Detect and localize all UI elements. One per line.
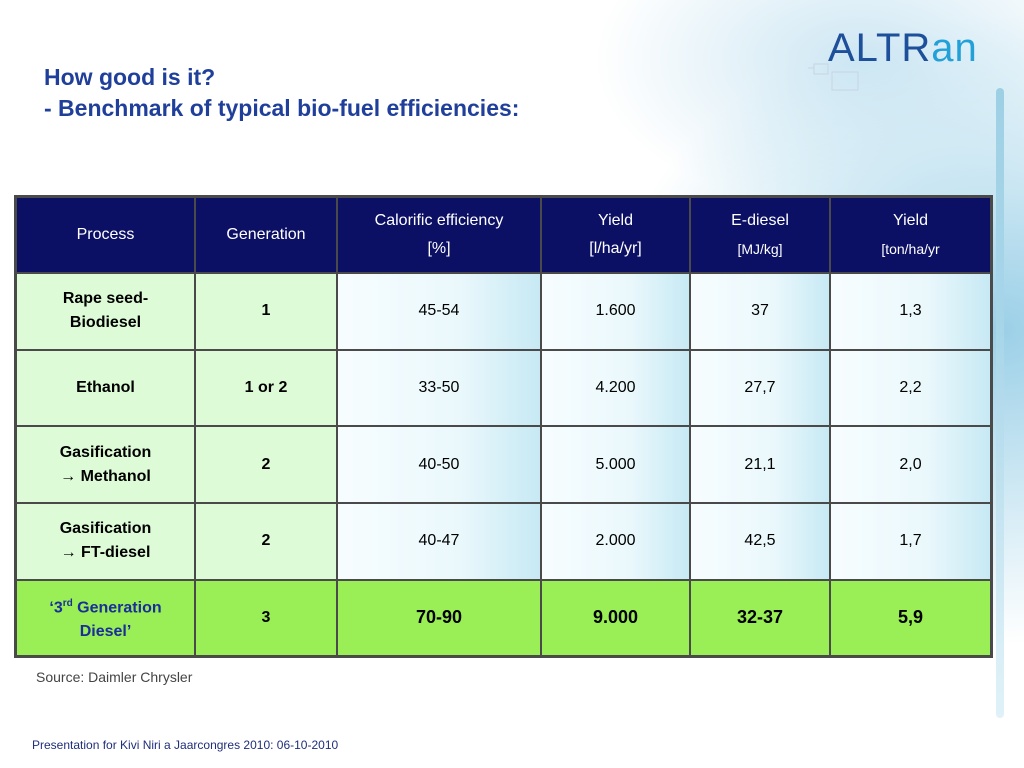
header-label: Process [76,226,135,243]
process-line-2: Diesel’ [79,623,132,641]
yield-tons-cell: 1,7 [829,502,993,581]
yield-tons-cell: 2,0 [829,425,993,505]
yield-liters-cell: 1.600 [540,272,691,351]
header-label: Yield [598,212,633,229]
table-row: Ethanol 1 or 2 33-50 4.200 27,7 2,2 [14,348,993,428]
process-line-1: Ethanol [76,379,135,397]
ediesel-cell: 42,5 [689,502,831,581]
process-line-1: ‘3rd Generation [23,592,188,620]
header-label: Yield [893,212,928,229]
header-unit: [%] [427,240,451,257]
generation-cell: 1 [194,272,338,351]
footer-text: Presentation for Kivi Niri a Jaarcongres… [32,738,339,752]
yield-liters-cell: 5.000 [540,425,691,505]
yield-tons-cell: 2,2 [829,348,993,428]
header-yield-tons: Yield [ton/ha/yr [829,195,993,274]
generation-value-a: 1 [244,379,254,397]
logo-text-part2: an [931,26,978,70]
process-cell: Rape seed- Biodiesel [14,272,196,351]
header-unit: [ton/ha/yr [881,241,940,257]
header-unit: [l/ha/yr] [589,240,642,257]
header-generation: Generation [194,195,338,274]
calorific-cell: 40-50 [336,425,542,505]
table-row: Rape seed- Biodiesel 1 45-54 1.600 37 1,… [14,272,993,351]
calorific-cell: 70-90 [336,578,542,658]
process-cell: Gasification → FT-diesel [14,502,196,581]
header-label: Calorific efficiency [374,212,504,229]
process-superscript: rd [62,597,73,609]
ediesel-cell: 32-37 [689,578,831,658]
process-prefix: ‘3 [49,599,63,617]
generation-cell: 2 [194,425,338,505]
decorative-band [996,88,1004,718]
title-line-1: How good is it? [44,64,216,90]
altran-logo: ALTRan [828,26,978,71]
header-label: Generation [226,226,306,243]
calorific-cell: 40-47 [336,502,542,581]
logo-text-part1: ALTR [828,26,932,70]
table-row: Gasification → Methanol 2 40-50 5.000 21… [14,425,993,505]
process-line-1: Gasification [59,520,152,538]
process-line-2: → Methanol [60,467,151,485]
header-yield-liters: Yield [l/ha/yr] [540,195,691,274]
process-line-2: Biodiesel [69,314,142,332]
process-line-2: → FT-diesel [60,544,151,562]
source-note: Source: Daimler Chrysler [36,669,193,685]
process-cell: Ethanol [14,348,196,428]
process-cell: Gasification → Methanol [14,425,196,505]
slide-title: How good is it? - Benchmark of typical b… [44,62,519,124]
generation-cell: 3 [194,578,338,658]
header-label: E-diesel [731,212,789,229]
yield-liters-cell: 9.000 [540,578,691,658]
table-row: Gasification → FT-diesel 2 40-47 2.000 4… [14,502,993,581]
benchmark-table: Process Generation Calorific efficiency … [14,195,993,658]
generation-cell: 2 [194,502,338,581]
yield-liters-cell: 4.200 [540,348,691,428]
header-ediesel: E-diesel [MJ/kg] [689,195,831,274]
yield-tons-cell: 1,3 [829,272,993,351]
generation-cell: 1 or 2 [194,348,338,428]
process-line-1: Gasification [59,443,152,461]
ediesel-cell: 21,1 [689,425,831,505]
ediesel-cell: 27,7 [689,348,831,428]
yield-tons-cell: 5,9 [829,578,993,658]
yield-liters-cell: 2.000 [540,502,691,581]
ediesel-cell: 37 [689,272,831,351]
calorific-cell: 45-54 [336,272,542,351]
table-row-highlight: ‘3rd Generation Diesel’ 3 70-90 9.000 32… [14,578,993,658]
process-cell: ‘3rd Generation Diesel’ [14,578,196,658]
header-process: Process [14,195,196,274]
process-suffix: Generation [72,599,162,617]
logo-decoration-icon [808,63,859,91]
generation-or: or [258,379,274,397]
generation-value-b: 2 [278,379,288,397]
header-unit: [MJ/kg] [737,241,783,257]
calorific-cell: 33-50 [336,348,542,428]
table-header-row: Process Generation Calorific efficiency … [14,195,993,274]
process-line-1: Rape seed- [62,290,149,308]
title-line-2: - Benchmark of typical bio-fuel efficien… [44,95,520,121]
header-calorific: Calorific efficiency [%] [336,195,542,274]
